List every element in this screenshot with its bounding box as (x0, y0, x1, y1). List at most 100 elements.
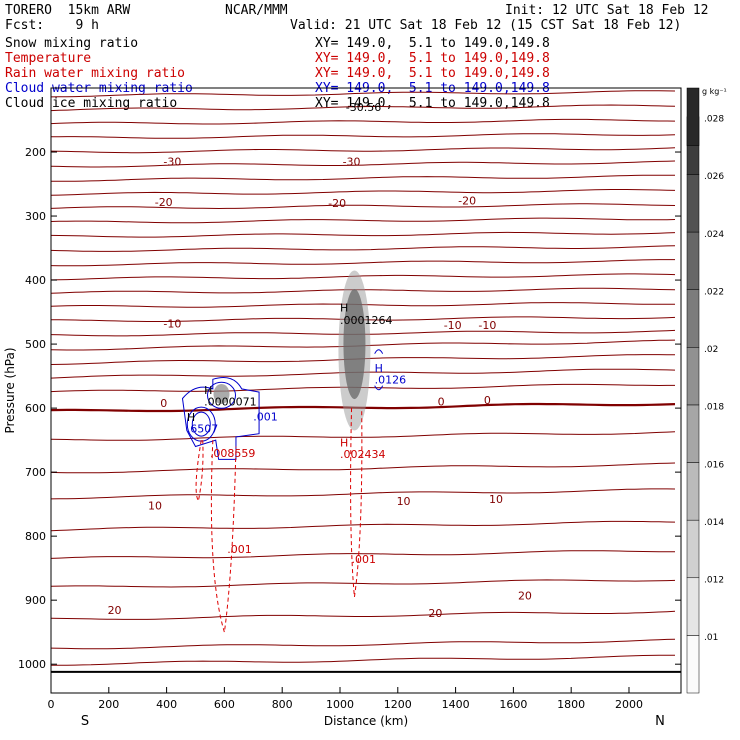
temperature-label: 20 (428, 607, 442, 620)
colorbar-tick-label: .026 (704, 172, 724, 182)
colorbar-tick-label: .018 (704, 403, 724, 413)
extremum-label: H (375, 362, 383, 375)
isotherm-line (50, 231, 676, 238)
center-title: NCAR/MMM (225, 3, 288, 18)
y-tick-label: 500 (25, 338, 46, 351)
isotherm-line (50, 104, 676, 112)
y-tick-label: 600 (25, 402, 46, 415)
isotherm-line (51, 654, 675, 666)
colorbar-unit: g kg⁻¹ (702, 87, 727, 96)
rain-contour (195, 440, 204, 503)
colorbar-cell (686, 462, 700, 521)
colorbar-tick-label: .014 (704, 518, 724, 528)
hydrometeor-features (181, 270, 384, 633)
x-tick-label: 1600 (499, 698, 527, 711)
x-tick-label: 200 (98, 698, 119, 711)
isotherm-line (50, 431, 676, 441)
colorbar-cell (686, 174, 700, 233)
isotherm-line (50, 273, 676, 281)
isotherm-line (50, 550, 675, 559)
colorbar-cell (686, 519, 700, 579)
colorbar-tick-label: .016 (704, 460, 724, 470)
y-tick-label: 900 (25, 594, 46, 607)
y-tick-label: 700 (25, 466, 46, 479)
x-axis-label: Distance (km) (324, 714, 408, 728)
extremum-label: .001 (253, 410, 278, 423)
plot-border (50, 87, 682, 694)
extremum-label: -30.56 (346, 101, 381, 114)
cloud-water-contour (374, 349, 384, 391)
model-title: TORERO 15km ARW (5, 3, 131, 18)
isotherm-line (50, 579, 676, 588)
extremum-label: .002434 (340, 448, 386, 461)
y-axis-label: Pressure (hPa) (3, 347, 17, 433)
rain-contour (210, 440, 237, 633)
extremum-label: .0126 (375, 373, 407, 386)
init-time: Init: 12 UTC Sat 18 Feb 12 (505, 3, 709, 18)
y-tick-label: 400 (25, 274, 46, 287)
temperature-label: 20 (108, 604, 122, 617)
x-tick-label: 1200 (384, 698, 412, 711)
rain-contour (350, 408, 363, 598)
x-tick-label: 400 (156, 698, 177, 711)
isotherm-line (50, 160, 676, 168)
extremum-label: H (204, 384, 212, 397)
x-tick-label: 1000 (326, 698, 354, 711)
cloud-water-contour (207, 381, 237, 409)
isotherm-line (51, 174, 676, 182)
isotherm-line (50, 189, 676, 196)
isotherm-line (50, 90, 676, 98)
temperature-label: 10 (148, 499, 162, 512)
x-tick-label: 0 (48, 698, 55, 711)
colorbar-cell (686, 87, 700, 146)
temperature-label: 10 (397, 495, 411, 508)
field-xy-cloud-ice: XY= 149.0, 5.1 to 149.0,149.8 (315, 96, 550, 111)
temperature-contours (50, 90, 676, 666)
colorbar-tick-label: .01 (704, 633, 718, 643)
colorbar-tick-label: .012 (704, 576, 724, 586)
extremum-label: .001 (227, 543, 252, 556)
isotherm-line (50, 133, 676, 139)
temperature-label: 20 (518, 590, 532, 603)
temperature-label: 0 (484, 394, 491, 407)
field-xy-rain: XY= 149.0, 5.1 to 149.0,149.8 (315, 66, 550, 81)
plot-frame (50, 87, 682, 694)
snow-core (213, 384, 230, 405)
isotherm-line (50, 488, 676, 500)
isotherm-line (50, 217, 676, 224)
temperature-label: -10 (444, 319, 462, 332)
colorbar-cell (686, 635, 700, 694)
temperature-label: -30 (163, 156, 181, 169)
forecast-hour: Fcst: 9 h (5, 18, 99, 33)
isotherm-line (50, 118, 676, 125)
colorbar-cell (686, 577, 700, 636)
isotherm-line (50, 203, 676, 210)
cloud-ice-plume-halo (338, 270, 371, 431)
temperature-label: 10 (489, 493, 503, 506)
colorbar-tick-label: .022 (704, 287, 724, 297)
x-tick-label: 1400 (442, 698, 470, 711)
temperature-label: -20 (458, 195, 476, 208)
extremum-label: H (340, 302, 348, 315)
field-xy-snow: XY= 149.0, 5.1 to 149.0,149.8 (315, 36, 550, 51)
colorbar-cell (686, 404, 700, 463)
y-tick-label: 800 (25, 530, 46, 543)
temperature-label: -10 (478, 319, 496, 332)
colorbar-tick-label: .028 (704, 115, 724, 125)
colorbar-cell (686, 289, 700, 348)
temperature-label: -20 (155, 196, 173, 209)
colorbar-cell (686, 231, 700, 290)
extremum-label: .0000071 (204, 396, 257, 409)
y-tick-label: 1000 (18, 658, 46, 671)
extremum-label: .0001264 (340, 314, 393, 327)
temperature-label: -30 (343, 156, 361, 169)
field-name-rain: Rain water mixing ratio (5, 66, 186, 81)
x-tick-label: 2000 (615, 698, 643, 711)
isotherm-line (50, 147, 676, 154)
extremum-label: H (187, 411, 195, 424)
contour-labels: -30 -30 -20 -20 -20 -10 -10 -10 0 0 0 10 10 10 20 20 20 H… (108, 101, 532, 620)
extremum-label: .6507 (187, 423, 219, 436)
x-tick-label: 800 (272, 698, 293, 711)
x-tick-label: 1800 (557, 698, 585, 711)
